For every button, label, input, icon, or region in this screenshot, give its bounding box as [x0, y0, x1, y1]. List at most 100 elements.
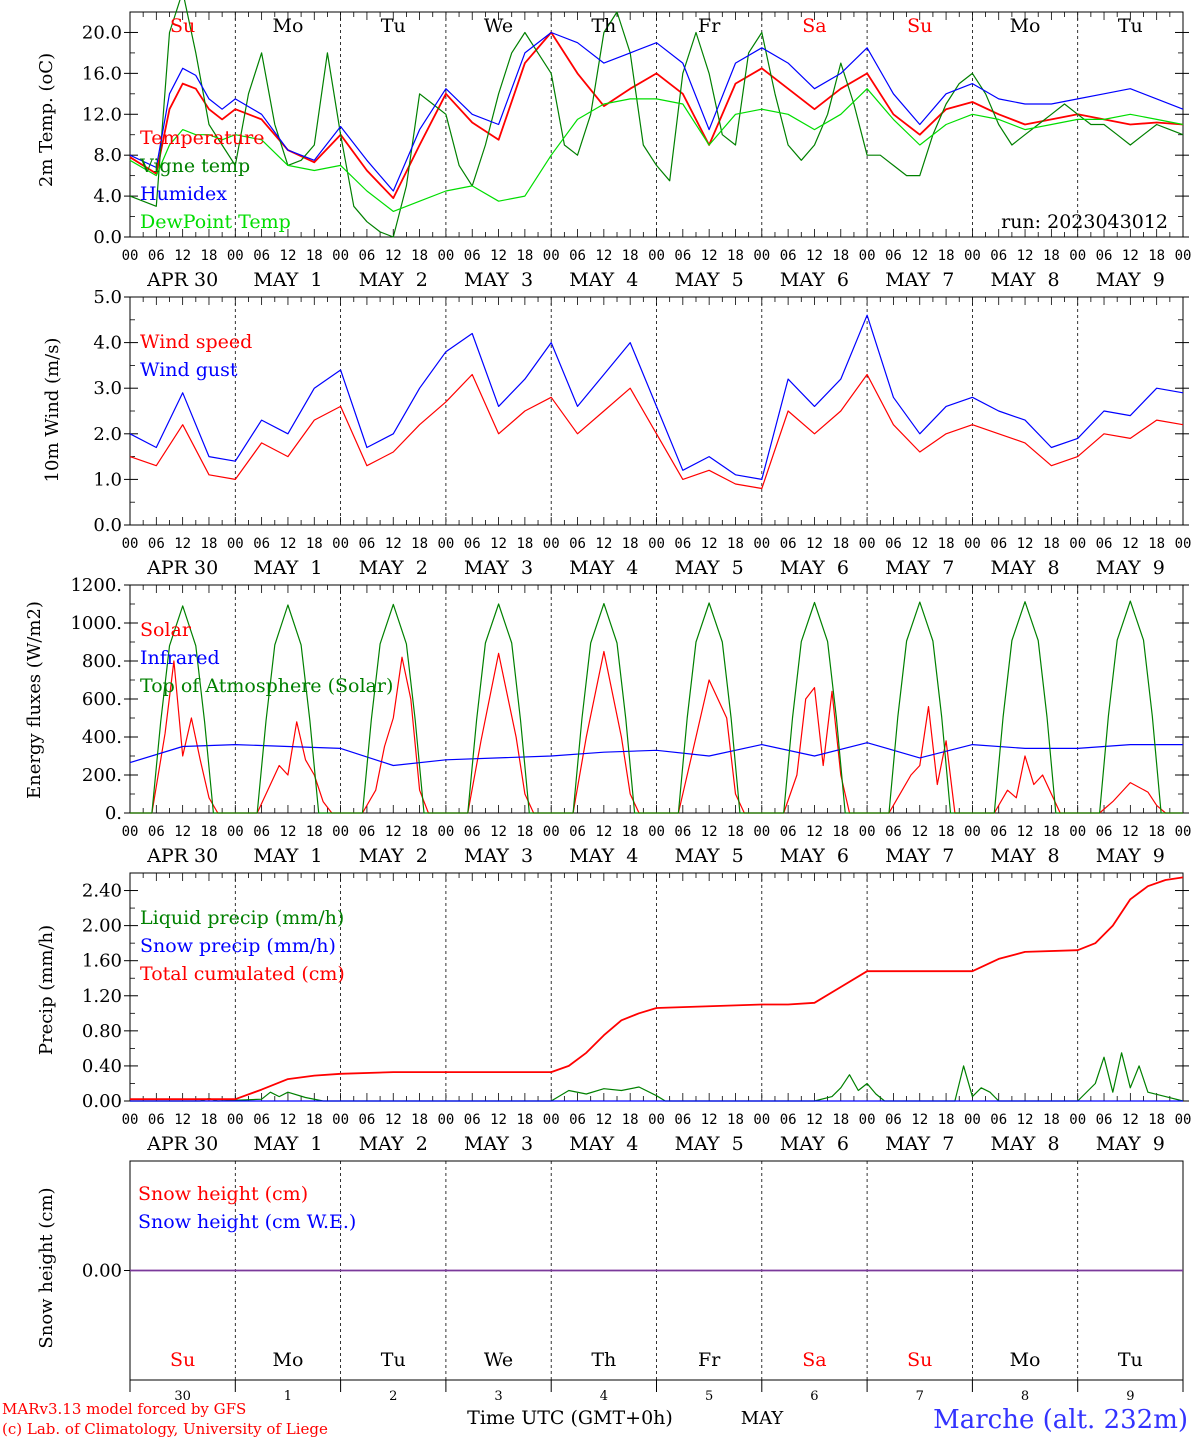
hour-label: 00 [859, 536, 876, 552]
hour-label: 12 [1017, 248, 1034, 264]
date-label: MAY 3 [464, 557, 533, 579]
hour-label: 00 [122, 536, 139, 552]
hour-label: 12 [911, 824, 928, 840]
hour-label: 18 [306, 1112, 323, 1128]
y-tick-label: 0. [105, 803, 122, 824]
station-label: Marche (alt. 232m) [933, 1405, 1188, 1435]
y-tick-label: 4.0 [93, 186, 122, 207]
hour-label: 00 [332, 248, 349, 264]
hour-label: 06 [253, 248, 270, 264]
day-abbr-top: Su [170, 15, 195, 37]
hour-label: 00 [1175, 248, 1192, 264]
hour-label: 06 [569, 824, 586, 840]
hour-label: 12 [701, 536, 718, 552]
y-tick-label: 8.0 [93, 145, 122, 166]
hour-label: 06 [569, 1112, 586, 1128]
y-tick-label: 3.0 [93, 378, 122, 399]
hour-label: 00 [859, 248, 876, 264]
hour-label: 00 [332, 1112, 349, 1128]
day-abbr-top: Sa [802, 15, 826, 37]
hour-label: 12 [1017, 536, 1034, 552]
hour-label: 12 [490, 248, 507, 264]
day-abbr-bottom: Th [591, 1349, 616, 1371]
hour-label: 06 [674, 1112, 691, 1128]
hour-label: 06 [990, 1112, 1007, 1128]
hour-label: 00 [648, 824, 665, 840]
day-number: 8 [1021, 1389, 1029, 1404]
y-tick-label: 0.0 [93, 227, 122, 248]
hour-label: 18 [938, 248, 955, 264]
date-label: MAY 5 [675, 1133, 744, 1155]
day-abbr-top: Th [591, 15, 616, 37]
month-label: MAY [741, 1408, 785, 1429]
day-number: 1 [284, 1389, 292, 1404]
hour-label: 06 [780, 1112, 797, 1128]
date-label: MAY 9 [1096, 1133, 1165, 1155]
hour-label: 12 [1122, 536, 1139, 552]
day-abbr-bottom: Tu [1118, 1349, 1143, 1371]
hour-label: 06 [464, 1112, 481, 1128]
hour-label: 00 [753, 1112, 770, 1128]
hour-label: 18 [516, 536, 533, 552]
hour-label: 12 [174, 536, 191, 552]
day-abbr-top: Tu [381, 15, 406, 37]
hour-label: 06 [569, 536, 586, 552]
hour-label: 00 [964, 536, 981, 552]
hour-label: 18 [306, 824, 323, 840]
series-line-total-cumulated-cm- [130, 876, 1184, 1101]
y-tick-label: 800. [82, 651, 122, 672]
date-label: MAY 4 [569, 557, 638, 579]
hour-label: 00 [227, 824, 244, 840]
hour-label: 12 [595, 1112, 612, 1128]
hour-label: 06 [358, 536, 375, 552]
hour-label: 18 [306, 536, 323, 552]
hour-label: 00 [122, 1112, 139, 1128]
hour-label: 12 [595, 824, 612, 840]
hour-label: 00 [648, 536, 665, 552]
hour-label: 18 [938, 536, 955, 552]
hour-label: 00 [1069, 248, 1086, 264]
date-label: MAY 9 [1096, 269, 1165, 291]
day-abbr-top: Tu [1118, 15, 1143, 37]
date-label: MAY 4 [569, 845, 638, 867]
legend-toa-solar: Top of Atmosphere (Solar) [140, 675, 393, 697]
hour-label: 06 [674, 824, 691, 840]
date-label: MAY 1 [253, 269, 322, 291]
credit-line-1: MARv3.13 model forced by GFS [2, 1400, 246, 1418]
series-line-top-of-atmosphere-solar- [130, 600, 1183, 814]
hour-label: 18 [306, 248, 323, 264]
panel-1: 0.0 4.0 8.0 12.0 16.0 20.0 00 06 12 18 APR 30 00 06 1… [82, 0, 1192, 291]
hour-label: 06 [148, 1112, 165, 1128]
date-label: MAY 6 [780, 1133, 849, 1155]
hour-label: 18 [1043, 1112, 1060, 1128]
hour-label: 06 [885, 824, 902, 840]
hour-label: 06 [674, 536, 691, 552]
hour-label: 18 [832, 536, 849, 552]
legend-total-cumulated: Total cumulated (cm) [140, 963, 345, 985]
hour-label: 12 [280, 248, 297, 264]
date-label: APR 30 [146, 845, 218, 867]
date-label: MAY 6 [780, 269, 849, 291]
date-label: MAY 1 [253, 845, 322, 867]
hour-label: 00 [1175, 1112, 1192, 1128]
y-tick-label: 0.80 [82, 1021, 122, 1042]
day-number: 9 [1126, 1389, 1134, 1404]
hour-label: 06 [464, 536, 481, 552]
y-tick-label: 1.20 [82, 986, 122, 1007]
series-line-vigne-temp [129, 0, 1184, 238]
date-label: MAY 4 [569, 269, 638, 291]
hour-label: 00 [543, 824, 560, 840]
date-label: MAY 4 [569, 1133, 638, 1155]
hour-label: 00 [122, 248, 139, 264]
hour-label: 00 [964, 1112, 981, 1128]
hour-label: 00 [543, 248, 560, 264]
y-tick-label: 20.0 [82, 22, 122, 43]
y-tick-label: 200. [82, 765, 122, 786]
hour-label: 12 [595, 248, 612, 264]
time-axis-label: Time UTC (GMT+0h) [467, 1407, 673, 1429]
day-number: 5 [705, 1389, 713, 1404]
hour-label: 06 [885, 1112, 902, 1128]
hour-label: 00 [648, 1112, 665, 1128]
hour-label: 12 [911, 248, 928, 264]
